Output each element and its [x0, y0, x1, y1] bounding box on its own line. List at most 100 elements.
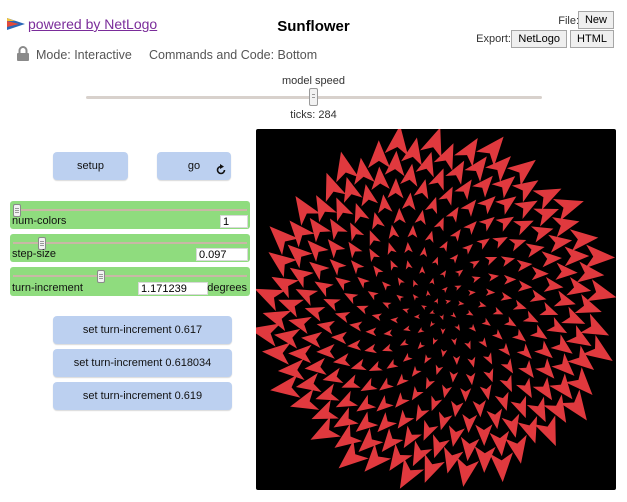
turtle [503, 274, 517, 285]
set-turn-0619-button[interactable]: set turn-increment 0.619 [53, 382, 232, 410]
turtle [334, 311, 351, 324]
lock-icon[interactable] [16, 46, 30, 61]
powered-by-link[interactable]: powered by NetLogo [28, 16, 158, 32]
turtle [357, 276, 370, 289]
turtle [522, 310, 539, 323]
turtle [548, 234, 573, 253]
turtle [424, 230, 434, 243]
turtle [533, 208, 560, 227]
turtle [307, 240, 329, 262]
turtle [336, 197, 354, 222]
slider-track[interactable] [13, 242, 247, 244]
turn-increment-value[interactable]: 1.171239 [138, 282, 208, 295]
turtle [355, 411, 379, 432]
turtle [564, 246, 590, 267]
turtle [445, 299, 452, 305]
turtle [334, 423, 363, 448]
turtle [287, 244, 313, 269]
turtle [425, 376, 436, 390]
world-canvas[interactable] [256, 129, 616, 490]
turtle [424, 196, 438, 215]
turtle [471, 276, 481, 283]
turtle [268, 252, 298, 278]
turtle [424, 354, 432, 364]
turtle [304, 306, 326, 322]
turn-increment-slider[interactable]: turn-increment 1.171239 degrees [10, 267, 250, 296]
turtle [356, 394, 377, 412]
turtle [532, 188, 562, 210]
turn-increment-thumb[interactable] [96, 270, 105, 283]
setup-button-label: setup [77, 160, 104, 172]
turtle [367, 140, 391, 169]
turtle [451, 337, 457, 346]
set-turn-0618034-label: set turn-increment 0.618034 [73, 357, 212, 369]
turtle [534, 415, 556, 447]
turtle [549, 373, 573, 400]
turtle [350, 222, 365, 242]
set-turn-0618034-button[interactable]: set turn-increment 0.618034 [53, 349, 232, 377]
turtle [441, 286, 448, 293]
turtle [433, 298, 439, 305]
setup-button[interactable]: setup [53, 152, 128, 180]
turtle [438, 186, 453, 206]
turtle [532, 377, 553, 401]
turtle [565, 325, 592, 347]
turtle [396, 294, 405, 302]
step-size-slider[interactable]: step-size 0.097 [10, 234, 250, 262]
turtle [413, 314, 420, 320]
turtle [393, 207, 406, 224]
turtle [485, 288, 496, 296]
turtle [546, 316, 568, 334]
turtle [440, 348, 448, 358]
turtle [450, 312, 457, 318]
turtle [407, 225, 418, 238]
num-colors-slider[interactable]: num-colors 1 [10, 201, 250, 229]
turtle [439, 314, 444, 321]
export-netlogo-button[interactable]: NetLogo [511, 30, 567, 48]
step-size-value[interactable]: 0.097 [196, 248, 248, 261]
turtle [465, 372, 476, 386]
turtle [503, 316, 517, 327]
set-turn-0617-button[interactable]: set turn-increment 0.617 [53, 316, 232, 344]
step-size-thumb[interactable] [37, 237, 46, 250]
turtle [429, 309, 436, 314]
slider-track[interactable] [13, 209, 247, 211]
turtle [290, 388, 320, 410]
netlogo-link[interactable]: powered by NetLogo [7, 16, 157, 32]
turtle [323, 299, 341, 312]
turtle [417, 327, 425, 333]
turtle [373, 265, 384, 278]
commands-code-position[interactable]: Commands and Code: Bottom [149, 48, 318, 62]
export-html-button[interactable]: HTML [570, 30, 614, 48]
turtle [477, 301, 487, 308]
turtle [539, 301, 559, 316]
turtle [396, 373, 409, 386]
num-colors-thumb[interactable] [13, 204, 21, 217]
turtle [500, 292, 513, 301]
model-speed-thumb[interactable] [309, 88, 318, 106]
turtle [454, 323, 460, 331]
new-button[interactable]: New [577, 11, 614, 29]
turtle [347, 339, 362, 351]
turtle [518, 360, 534, 379]
turtle [512, 299, 527, 310]
world-view[interactable] [256, 129, 616, 490]
turtle [419, 247, 428, 257]
num-colors-value[interactable]: 1 [220, 215, 248, 228]
turtle [369, 248, 381, 263]
turtle [341, 374, 361, 388]
turtle [269, 226, 299, 256]
turtle [404, 242, 413, 253]
turtle [449, 229, 461, 242]
turtle [438, 411, 453, 431]
turtle [335, 277, 351, 291]
turtle [309, 217, 332, 243]
turtle [368, 360, 383, 371]
turtle [382, 281, 392, 291]
turtle [389, 443, 413, 471]
turtle [535, 358, 555, 379]
slider-track[interactable] [13, 275, 247, 277]
turtle [400, 163, 418, 187]
go-button[interactable]: go [157, 152, 231, 180]
turtle [454, 179, 472, 201]
